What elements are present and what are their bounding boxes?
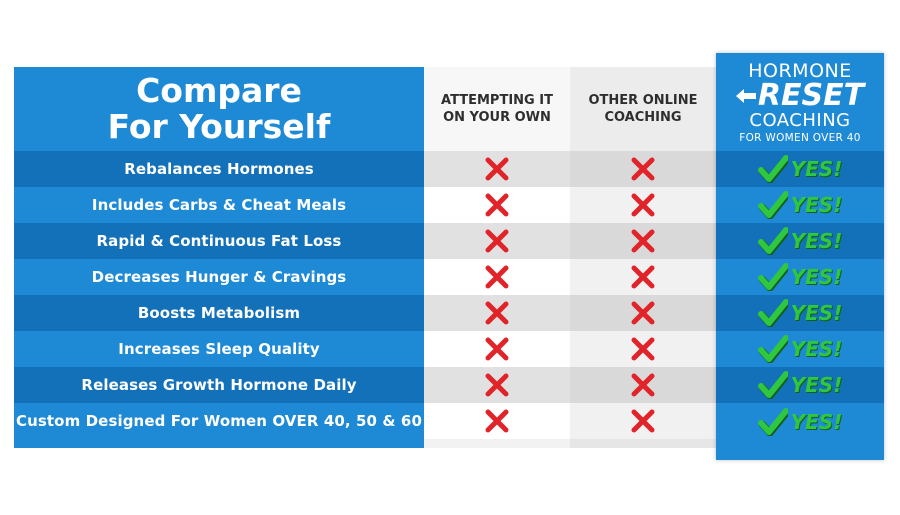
green-check-icon [757,155,788,183]
yes-badge: YES! [757,191,843,219]
cell-attempting-own [424,259,570,295]
feature-row-label: Decreases Hunger & Cravings [14,259,424,295]
green-check-icon [757,371,788,399]
red-x-icon [631,193,655,217]
red-x-icon [631,301,655,325]
cell-hormone-reset: YES! [716,187,884,223]
red-x-icon [631,157,655,181]
feature-row-label: Custom Designed For Women OVER 40, 50 & … [14,403,424,439]
red-x-icon [485,337,509,361]
red-x-icon [485,409,509,433]
red-x-icon [485,193,509,217]
cell-attempting-own [424,295,570,331]
yes-text: YES! [790,337,843,361]
hormone-reset-logo: HORMONE RESET COACHING FOR WOMEN OVER 40 [716,53,884,151]
column-header-attempting-own: ATTEMPTING IT ON YOUR OWN [424,67,570,151]
yes-badge: YES! [757,299,843,327]
cell-attempting-own [424,331,570,367]
green-check-icon [757,408,788,436]
cell-hormone-reset: YES! [716,223,884,259]
red-x-icon [631,337,655,361]
yes-badge: YES! [757,227,843,255]
comparison-feature-panel: Compare For Yourself Rebalances Hormones… [14,67,424,448]
hormone-reset-coaching-column: HORMONE RESET COACHING FOR WOMEN OVER 40… [716,53,884,460]
cell-hormone-reset: YES! [716,259,884,295]
red-x-icon [631,265,655,289]
column-header-line: ATTEMPTING IT [441,93,553,108]
yes-badge: YES! [757,335,843,363]
cell-attempting-own [424,403,570,439]
feature-row-label: Rapid & Continuous Fat Loss [14,223,424,259]
cell-attempting-own [424,151,570,187]
cell-other-coaching [570,223,716,259]
red-x-icon [485,265,509,289]
title-line-1: Compare [136,71,302,110]
feature-row-label: Rebalances Hormones [14,151,424,187]
column-header-other-coaching: OTHER ONLINE COACHING [570,67,716,151]
green-check-icon [757,227,788,255]
green-check-icon [757,263,788,291]
cell-other-coaching [570,331,716,367]
cell-other-coaching [570,403,716,439]
cell-hormone-reset: YES! [716,367,884,403]
column-attempting-own: ATTEMPTING IT ON YOUR OWN [424,67,570,448]
logo-hormone: HORMONE [748,60,852,82]
cell-hormone-reset: YES! [716,295,884,331]
red-x-icon [631,373,655,397]
feature-row-label: Includes Carbs & Cheat Meals [14,187,424,223]
red-x-icon [485,157,509,181]
yes-text: YES! [790,193,843,217]
title-line-2: For Yourself [107,107,331,146]
arrow-left-icon [735,89,756,103]
red-x-icon [485,229,509,253]
green-check-icon [757,299,788,327]
cell-attempting-own [424,223,570,259]
red-x-icon [485,373,509,397]
yes-text: YES! [790,373,843,397]
yes-text: YES! [790,410,843,434]
cell-hormone-reset: YES! [716,331,884,367]
yes-text: YES! [790,301,843,325]
yes-badge: YES! [757,263,843,291]
cell-hormone-reset: YES! [716,151,884,187]
column-header-line: COACHING [604,110,682,125]
yes-badge: YES! [757,408,843,436]
yes-badge: YES! [757,371,843,399]
green-check-icon [757,191,788,219]
feature-row-label: Increases Sleep Quality [14,331,424,367]
logo-reset: RESET [735,78,865,113]
cell-other-coaching [570,187,716,223]
cell-attempting-own [424,187,570,223]
cell-other-coaching [570,295,716,331]
column-other-coaching: OTHER ONLINE COACHING [570,67,716,448]
cell-other-coaching [570,259,716,295]
feature-row-label: Boosts Metabolism [14,295,424,331]
logo-tagline: FOR WOMEN OVER 40 [739,132,861,144]
green-check-icon [757,335,788,363]
cell-attempting-own [424,367,570,403]
logo-reset-text: RESET [757,78,865,113]
cell-other-coaching [570,151,716,187]
cell-other-coaching [570,367,716,403]
yes-badge: YES! [757,155,843,183]
column-header-line: OTHER ONLINE [588,93,698,108]
logo-coaching: COACHING [749,110,851,131]
yes-text: YES! [790,157,843,181]
column-header-line: ON YOUR OWN [443,110,551,125]
feature-row-label: Releases Growth Hormone Daily [14,367,424,403]
red-x-icon [485,301,509,325]
yes-text: YES! [790,265,843,289]
red-x-icon [631,409,655,433]
red-x-icon [631,229,655,253]
cell-hormone-reset: YES! [716,404,884,440]
page-title: Compare For Yourself [14,67,424,151]
yes-text: YES! [790,229,843,253]
